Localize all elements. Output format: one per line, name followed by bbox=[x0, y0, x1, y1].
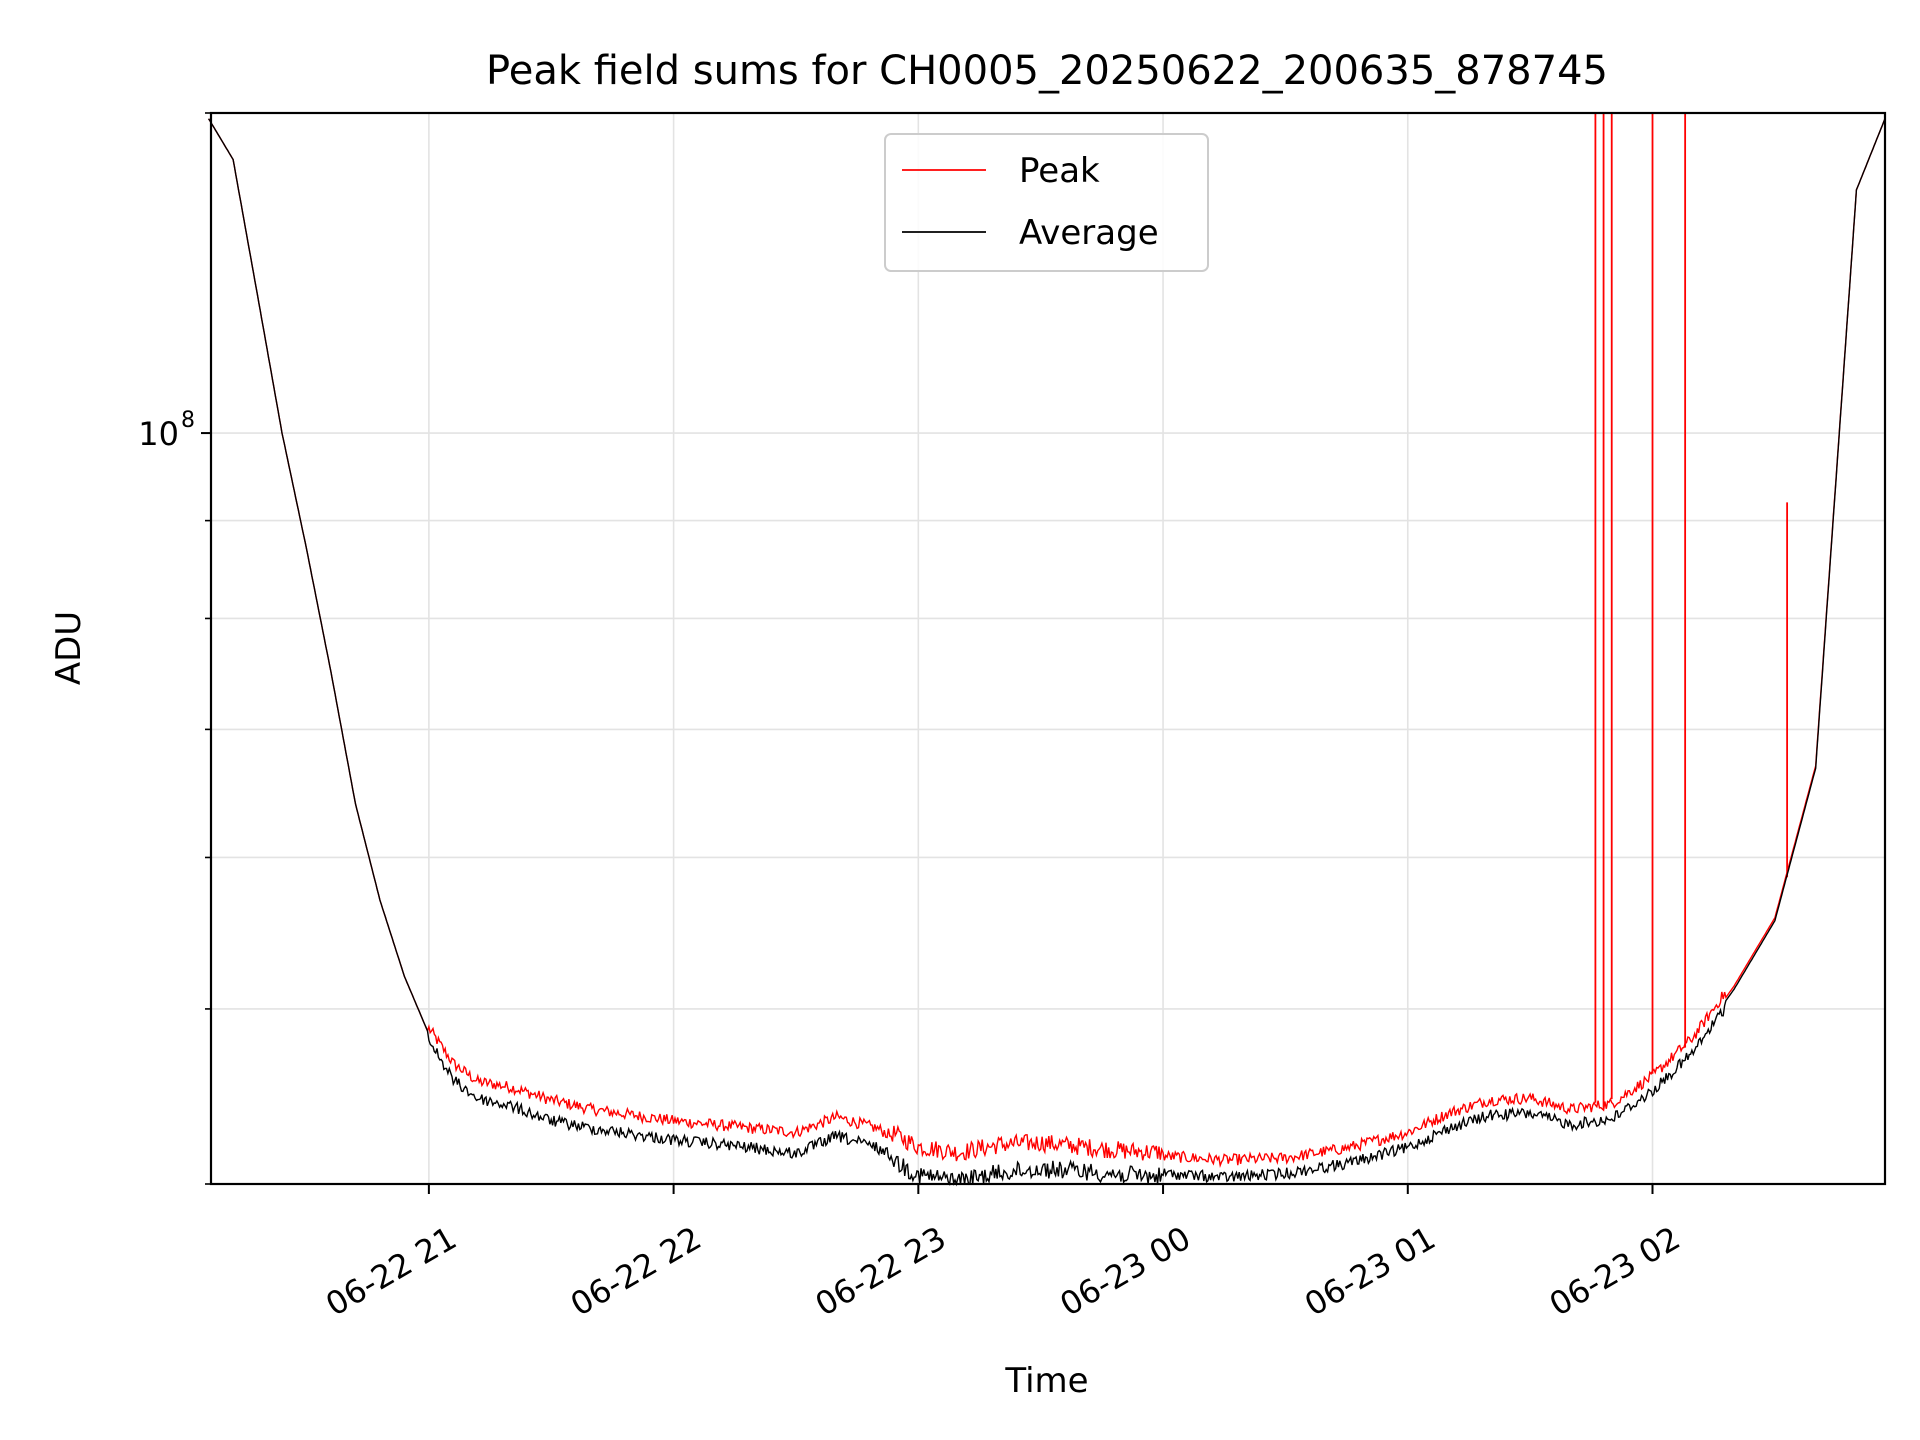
chart-title: Peak field sums for CH0005_20250622_2006… bbox=[486, 48, 1608, 94]
legend-box bbox=[884, 133, 1209, 272]
y-axis-label: ADU bbox=[49, 611, 89, 685]
legend: Peak Average bbox=[884, 133, 1209, 272]
series-layer bbox=[208, 113, 1886, 1187]
y-tick-label-exponent: 8 bbox=[181, 408, 195, 433]
legend-label-average: Average bbox=[1019, 213, 1159, 253]
y-tick-label: 10 bbox=[138, 415, 179, 453]
x-axis-label: Time bbox=[1004, 1361, 1088, 1401]
series-line-peak bbox=[208, 118, 1886, 1169]
legend-label-peak: Peak bbox=[1019, 151, 1100, 191]
series-line-average bbox=[208, 118, 1886, 1187]
plot-frame bbox=[209, 111, 1887, 1186]
grid-layer bbox=[211, 112, 1885, 1185]
